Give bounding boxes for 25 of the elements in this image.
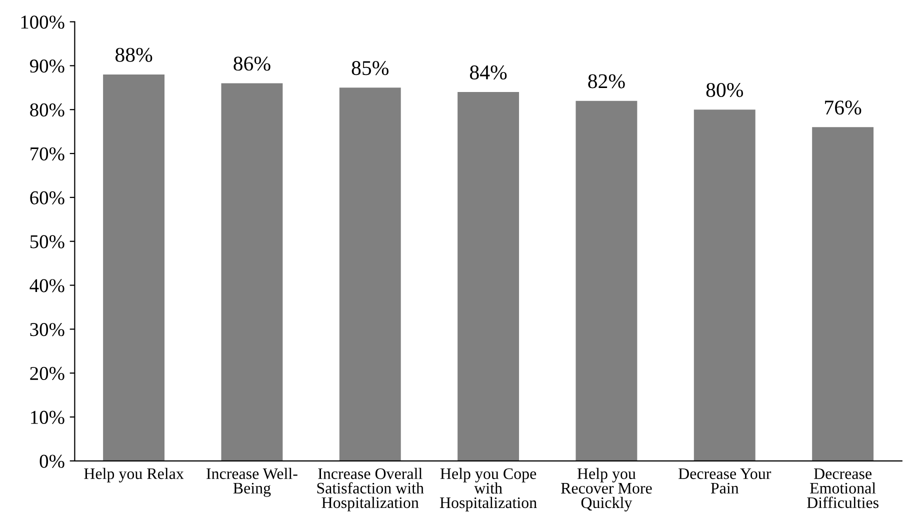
data-label: 84%	[470, 65, 507, 80]
x-tick-label: Increase Well- Being	[206, 468, 298, 497]
data-label: 82%	[588, 74, 625, 88]
y-tick-label: 100%	[21, 16, 64, 29]
y-tick-label: 80%	[30, 103, 64, 117]
y-tick-label: 20%	[30, 366, 64, 380]
x-tick-label: Help you Recover More Quickly	[561, 468, 652, 512]
y-tick-label: 30%	[30, 322, 64, 336]
y-tick-label: 40%	[30, 279, 64, 292]
x-tick-label: Decrease Your Pain	[678, 468, 772, 494]
data-label: 76%	[825, 100, 862, 115]
y-tick-label: 0%	[40, 454, 64, 468]
y-tick-label: 10%	[31, 410, 64, 424]
x-tick-label: Decrease Emotional Difficulties	[807, 468, 878, 508]
data-label: 80%	[706, 82, 744, 98]
y-tick-label: 50%	[30, 235, 64, 248]
data-label: 85%	[352, 61, 389, 76]
y-tick-label: 60%	[30, 191, 64, 204]
data-label: 86%	[234, 56, 270, 71]
y-tick-label: 90%	[30, 60, 64, 73]
data-label: 88%	[115, 48, 152, 62]
x-tick-label: Help you Relax	[84, 468, 184, 482]
y-tick-label: 70%	[30, 147, 64, 161]
x-tick-label: Help you Cope with Hospitalization	[440, 468, 537, 512]
x-tick-label: Increase Overall Satisfaction with Hospitalization	[317, 468, 424, 512]
